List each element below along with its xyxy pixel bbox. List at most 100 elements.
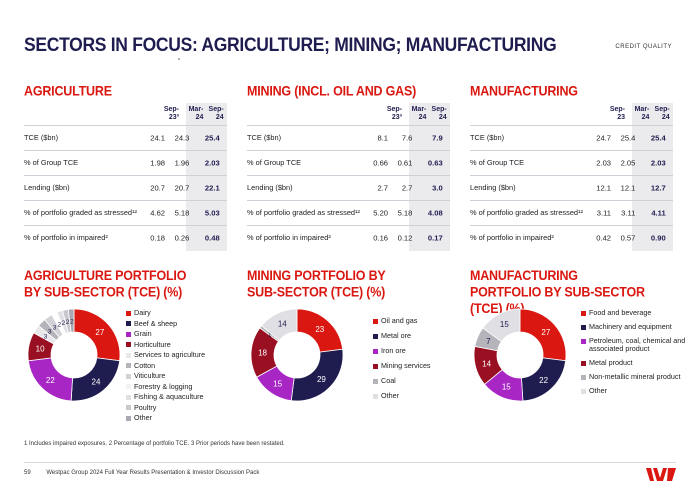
cell-value: 0.12 xyxy=(397,233,413,243)
current-period-highlight xyxy=(408,103,450,251)
slice-value-label: 3 xyxy=(48,328,52,335)
westpac-logo-icon xyxy=(646,468,676,481)
slice-value-label: 2 xyxy=(57,322,61,329)
cell-value: 0.18 xyxy=(150,233,166,243)
table-row: % of portfolio graded as stressed¹² 5.20 5… xyxy=(247,200,450,225)
legend-label: Food and beverage xyxy=(589,308,652,317)
cell-value: 4.11 xyxy=(651,208,666,218)
legend-swatch xyxy=(581,338,586,344)
panel-title: AGRICULTURE xyxy=(24,83,112,99)
cell-value: 22.1 xyxy=(204,183,220,193)
table-row: % of portfolio in impaired² 0.16 0.12 0.17 xyxy=(247,225,450,250)
slice-value-label: 10 xyxy=(36,344,45,353)
table-row: % of portfolio in impaired² 0.18 0.26 0.48 xyxy=(24,225,227,250)
legend-swatch xyxy=(373,378,378,384)
cell-value: 1.96 xyxy=(174,158,190,168)
legend-item: Poultry xyxy=(126,403,226,412)
mining-table: Sep- 23³ Mar- 24 Sep- 24 TCE ($bn) 8.1 7.6 7.9 % o… xyxy=(247,103,450,251)
slice-value-label: 15 xyxy=(500,320,509,329)
table-row: Lending ($bn) 12.1 12.1 12.7 xyxy=(470,175,673,200)
legend-swatch xyxy=(373,393,378,399)
cell-value: 7.9 xyxy=(432,133,443,143)
column-header: Sep- 23³ xyxy=(386,106,403,121)
legend-swatch xyxy=(126,321,131,326)
row-label: % of Group TCE xyxy=(470,157,525,167)
slice-value-label: 22 xyxy=(46,376,55,385)
footer-divider xyxy=(24,462,676,463)
cell-value: 0.26 xyxy=(174,233,190,243)
legend-swatch xyxy=(373,363,378,369)
row-label: % of portfolio in impaired² xyxy=(24,232,108,242)
legend-swatch xyxy=(126,342,131,347)
cell-value: 4.62 xyxy=(150,208,166,218)
row-label: % of portfolio graded as stressed¹² xyxy=(247,207,360,217)
column-header: Mar- 24 xyxy=(634,106,650,121)
legend-item: Iron ore xyxy=(373,347,453,355)
cell-value: 25.4 xyxy=(620,133,636,143)
cell-value: 1.98 xyxy=(150,158,166,168)
cell-value: 25.4 xyxy=(650,133,666,143)
cell-value: 0.48 xyxy=(204,233,220,243)
legend-item: Beef & sheep xyxy=(126,319,226,328)
cell-value: 0.57 xyxy=(620,233,636,243)
slice-other xyxy=(482,308,521,343)
cell-value: 2.03 xyxy=(596,158,612,168)
row-label: % of portfolio in impaired² xyxy=(470,232,554,242)
legend-label: Grain xyxy=(134,329,152,338)
cell-value: 0.42 xyxy=(596,233,612,243)
cell-value: 4.08 xyxy=(427,208,443,218)
slice-value-label: 24 xyxy=(92,377,101,386)
slice-value-label: 29 xyxy=(317,375,326,384)
panel-title: MANUFACTURING xyxy=(470,83,578,99)
legend-swatch xyxy=(126,310,131,316)
legend-swatch xyxy=(373,348,378,354)
table-row: Lending ($bn) 2.7 2.7 3.0 xyxy=(247,175,450,200)
cell-value: 2.03 xyxy=(204,158,220,168)
cell-value: 3.11 xyxy=(621,208,636,218)
legend-label: Machinery and equipment xyxy=(589,322,672,331)
legend-swatch xyxy=(126,363,131,368)
legend-swatch xyxy=(581,360,586,366)
legend-label: Horticulture xyxy=(134,339,171,349)
legend-label: Other xyxy=(589,386,607,395)
legend-item: Other xyxy=(581,387,686,395)
slice-value-label: 15 xyxy=(502,382,511,391)
column-header: Sep- 24 xyxy=(208,106,224,121)
row-label: TCE ($bn) xyxy=(24,132,59,142)
legend-swatch xyxy=(126,394,131,400)
legend-item: Metal ore xyxy=(373,332,453,340)
agriculture-legend: Dairy Beef & sheep Grain Horticulture Servic… xyxy=(126,309,226,425)
cell-value: 0.66 xyxy=(373,158,389,168)
legend-item: Other xyxy=(126,414,226,422)
column-header: Mar- 24 xyxy=(188,106,204,121)
column-header: Sep- 23³ xyxy=(163,106,180,121)
legend-label: Forestry & logging xyxy=(134,381,193,391)
slice-value-label: 27 xyxy=(95,328,104,337)
row-label: % of Group TCE xyxy=(24,157,79,167)
slice-value-label: 3 xyxy=(53,324,57,331)
slice-value-label: 2 xyxy=(70,318,74,325)
legend-item: Coal xyxy=(373,377,453,385)
legend-item: Fishing & aquaculture xyxy=(126,393,226,401)
cell-value: 20.7 xyxy=(150,183,166,193)
legend-label: Other xyxy=(381,391,399,400)
legend-item: Petroleum, coal, chemical and associated… xyxy=(581,337,686,353)
row-label: % of portfolio graded as stressed¹² xyxy=(24,207,137,217)
legend-item: Mining services xyxy=(373,362,453,370)
legend-item: Dairy xyxy=(126,309,226,317)
agriculture-table: Sep- 23³ Mar- 24 Sep- 24 TCE ($bn) 24.1 24.3 25.4… xyxy=(24,103,227,251)
manufacturing-table: Sep- 23 Mar- 24 Sep- 24 TCE ($bn) 24.7 25.4 25.4%… xyxy=(470,103,673,251)
cell-value: 8.1 xyxy=(377,133,389,143)
slice-value-label: 2 xyxy=(62,320,66,327)
table-row: % of Group TCE 1.98 1.96 2.03 xyxy=(24,150,227,175)
cell-value: 0.90 xyxy=(650,233,666,243)
footer-text: Westpac Group 2024 Full Year Results Pre… xyxy=(46,470,260,476)
table-row: % of portfolio graded as stressed¹² 4.62 5… xyxy=(24,200,227,225)
legend-swatch xyxy=(581,310,586,316)
cell-value: 2.7 xyxy=(401,183,413,193)
slice-value-label: 1 xyxy=(268,332,272,339)
legend-item: Grain xyxy=(126,330,226,338)
legend-swatch xyxy=(126,373,131,379)
cell-value: 5.20 xyxy=(373,208,389,218)
cell-value: 5.18 xyxy=(174,208,190,218)
